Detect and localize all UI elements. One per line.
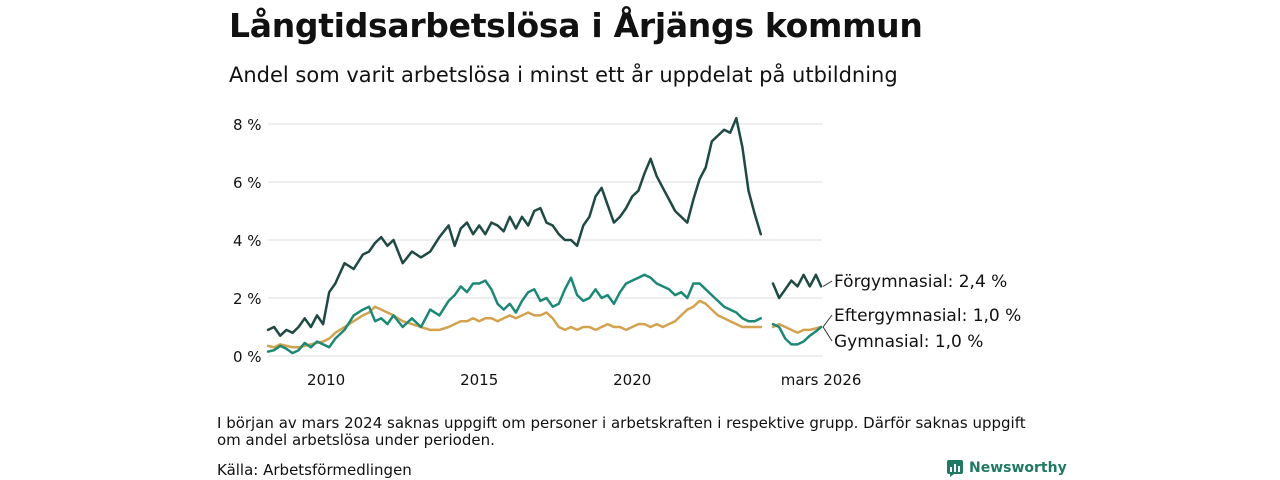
newsworthy-logo-icon <box>947 460 963 477</box>
source-note: Källa: Arbetsförmedlingen <box>217 461 412 479</box>
series-line-förgymnasial <box>266 116 763 337</box>
end-label-eftergymnasial: Eftergymnasial: 1,0 % <box>834 306 1021 326</box>
y-axis: 0 % 2 % 4 % 6 % 8 % <box>233 116 262 366</box>
series-lines <box>266 116 823 355</box>
series-line-eftergymnasial <box>771 322 823 346</box>
label-leader <box>822 314 833 328</box>
y-tick-label: 4 % <box>233 232 262 250</box>
end-labels: Förgymnasial: 2,4 % Eftergymnasial: 1,0 %… <box>822 272 1021 352</box>
y-tick-label: 2 % <box>233 290 262 308</box>
x-tick-label: 2010 <box>307 371 345 389</box>
x-axis: 2010 2015 2020 mars 2026 <box>307 371 861 389</box>
footnote: I början av mars 2024 saknas uppgift om … <box>217 414 1026 449</box>
y-tick-label: 6 % <box>233 174 262 192</box>
end-label-gymnasial: Gymnasial: 1,0 % <box>834 332 983 352</box>
y-tick-label: 8 % <box>233 116 262 134</box>
page-title: Långtidsarbetslösa i Årjängs kommun <box>229 6 923 45</box>
page-subtitle: Andel som varit arbetslösa i minst ett å… <box>229 63 898 87</box>
brand-logo[interactable]: Newsworthy <box>946 459 1067 477</box>
end-label-förgymnasial: Förgymnasial: 2,4 % <box>834 272 1007 292</box>
x-tick-label: 2020 <box>613 371 651 389</box>
label-leader <box>822 280 833 287</box>
grid <box>268 123 822 357</box>
label-leader <box>822 326 833 342</box>
x-tick-label: 2015 <box>460 371 498 389</box>
series-line-gymnasial <box>771 322 823 335</box>
series-line-eftergymnasial <box>266 273 763 355</box>
series-line-förgymnasial <box>771 273 823 300</box>
brand-name: Newsworthy <box>969 460 1067 476</box>
x-tick-label: mars 2026 <box>781 371 862 389</box>
y-tick-label: 0 % <box>233 348 262 366</box>
series-line-gymnasial <box>266 299 763 349</box>
